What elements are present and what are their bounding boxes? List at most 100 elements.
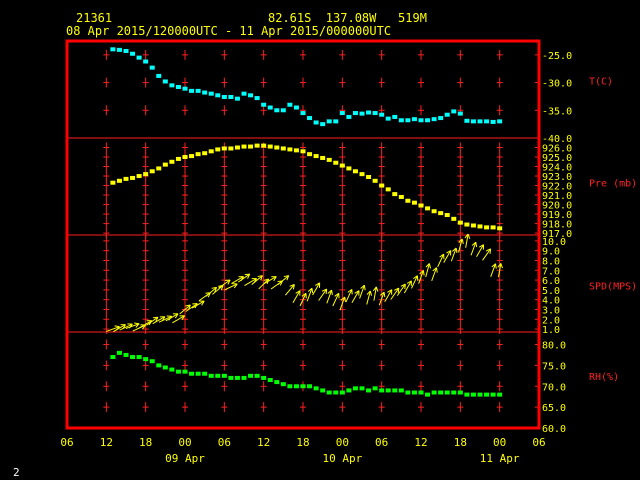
wind-arrow-shaft [482,248,491,261]
pressure-point [444,213,450,218]
y-tick-label: 925.0 [542,153,572,164]
wind-arrow-head [307,287,313,292]
wind-arrow-head [225,279,231,282]
wind-arrow [125,322,140,329]
y-tick-label: 923.0 [542,172,572,183]
wind-arrow-head [327,289,332,294]
pressure-point [267,144,273,149]
x-tick-label: 00 [336,436,349,449]
temperature-point [379,112,385,117]
temperature-point [143,59,149,64]
rh-point [477,392,483,397]
temperature-point [425,118,431,123]
temperature-point [326,119,332,124]
y-tick-label: 10.0 [542,237,566,248]
wind-arrow-head [439,253,444,258]
y-tick-label: 924.0 [542,163,572,174]
pressure-point [280,146,286,151]
temperature-point [405,118,411,123]
pressure-point [320,155,326,160]
wind-arrow-head [273,276,277,282]
wind-arrow-shaft [132,324,146,332]
temperature-point [208,91,214,96]
rh-point [425,392,431,397]
wind-arrow-shaft [152,316,166,325]
rh-point [169,367,175,372]
pressure-point [195,152,201,157]
temperature-point [123,48,129,53]
pressure-point [411,200,417,205]
temperature-point [307,116,313,121]
wind-arrow-shaft [119,323,133,331]
wind-arrow-head [452,247,457,252]
x-tick-label: 06 [375,436,388,449]
wind-arrow-shaft [125,323,140,329]
temperature-point [398,118,404,123]
wind-arrow-shaft [490,263,496,278]
rh-point [267,378,273,382]
wind-arrow-head [455,247,458,254]
plot-frame [65,39,541,430]
wind-arrow-head [227,279,231,285]
wind-arrow-shaft [139,320,152,329]
wind-arrow-shaft [373,286,377,301]
wind-arrow-shaft [326,289,333,304]
pressure-point [189,154,195,159]
wind-arrow [497,263,503,278]
wind-arrow-head [247,273,251,279]
pressure-point [175,156,181,161]
temperature-point [110,47,116,52]
wind-arrow [224,283,238,291]
panel-label: SPD(MPS) [589,282,637,293]
wind-arrow-head [419,270,424,275]
pressure-point [431,209,437,214]
wind-arrow [191,300,205,309]
rh-point [313,386,319,391]
wind-arrow-head [383,292,386,298]
rh-point [215,373,221,378]
rh-point [418,390,424,395]
temperature-point [431,117,437,122]
temperature-point [280,108,286,113]
pressure-point [326,157,332,162]
temperature-point [470,119,476,124]
y-tick-label: 70.0 [542,382,566,393]
x-tick-label: 12 [414,436,427,449]
wind-arrow-head [491,263,496,268]
rh-point [143,357,149,362]
temperature-point [352,111,358,116]
temperature-point [274,108,280,113]
temperature-point [300,111,306,116]
rh-point [202,371,208,376]
temperature-point [182,86,188,91]
wind-arrow-shaft [106,326,120,332]
rh-point [123,352,129,357]
pressure-point [202,151,208,156]
pressure-point [339,163,345,168]
wind-arrow-head [244,273,250,276]
x-tick-label: 00 [493,436,506,449]
wind-arrow-head [394,287,400,291]
wind-arrow-head [495,263,497,269]
wind-arrow-shaft [172,315,185,324]
wind-arrow-shaft [332,293,340,307]
wind-arrow-head [325,288,328,295]
x-tick-label: 06 [532,436,545,449]
rh-point [149,359,155,364]
wind-arrow-head [471,241,477,246]
temperature-point [156,73,162,78]
temperature-point [477,119,483,124]
wind-arrow [437,253,445,268]
wind-arrow [470,241,478,256]
x-day-label: 10 Apr [322,452,362,465]
wind-arrow-head [292,284,295,290]
temperature-point [346,114,352,119]
x-tick-label: 06 [60,436,73,449]
pressure-point [241,144,247,149]
temperature-point [411,117,417,122]
rh-point [470,392,476,397]
x-tick-label: 18 [454,436,467,449]
wind-arrow-shaft [205,286,217,297]
wind-arrow-shaft [431,267,437,281]
wind-arrow-head [114,325,120,328]
